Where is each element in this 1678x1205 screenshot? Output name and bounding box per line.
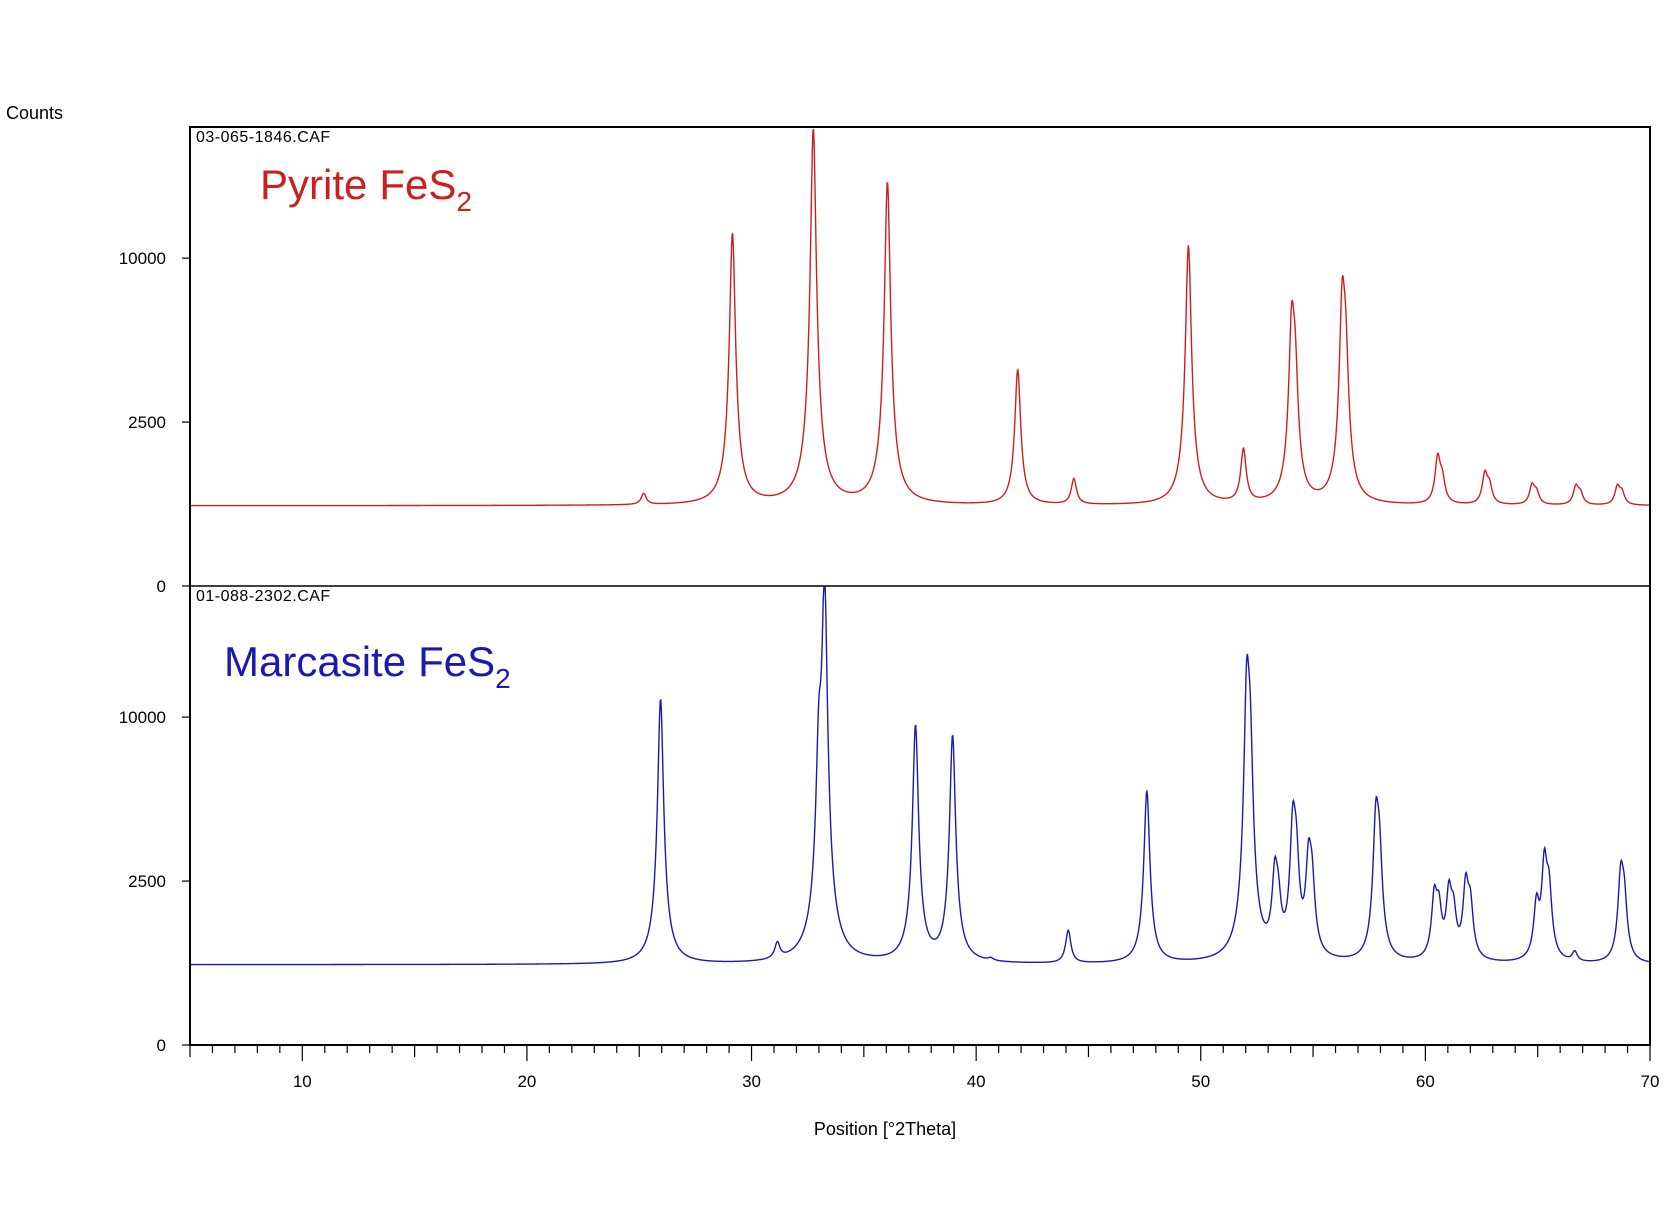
panel-pyrite: 0 2500 10000 03-065-1846.CAF Pyrite FeS2 [119,128,1651,596]
reference-file-label: 03-065-1846.CAF [196,129,331,146]
x-tick-label: 50 [1191,1072,1210,1091]
mineral-formula: FeS [379,161,456,208]
y-tick-label: 0 [157,1036,166,1055]
x-axis: 10 20 30 40 50 60 70 [189,1044,1660,1091]
mineral-name: Pyrite [260,161,367,208]
x-tick-label: 10 [293,1072,312,1091]
x-tick-label: 70 [1641,1072,1660,1091]
x-tick-label: 60 [1416,1072,1435,1091]
mineral-formula-subscript: 2 [456,186,472,217]
plot-frame [189,126,1651,1046]
mineral-formula: FeS [418,638,495,685]
y-tick-label: 10000 [119,249,166,268]
mineral-formula-subscript: 2 [495,663,511,694]
y-axis-title: Counts [6,103,63,123]
reference-file-label: 01-088-2302.CAF [196,588,331,605]
x-tick-label: 40 [967,1072,986,1091]
mineral-label: Pyrite FeS2 [260,161,472,217]
x-tick-label: 20 [517,1072,536,1091]
panel-marcasite: 0 2500 10000 01-088-2302.CAF Marcasite FeS2 [119,585,1651,1055]
x-axis-title: Position [°2Theta] [814,1119,956,1139]
y-tick-label: 2500 [128,872,166,891]
x-tick-label: 30 [742,1072,761,1091]
y-tick-label: 10000 [119,708,166,727]
diffraction-pattern-line [190,128,1651,507]
y-tick-label: 2500 [128,413,166,432]
mineral-label: Marcasite FeS2 [224,638,511,694]
diffraction-pattern-line [190,586,1651,966]
mineral-name: Marcasite [224,638,406,685]
y-tick-label: 0 [157,577,166,596]
